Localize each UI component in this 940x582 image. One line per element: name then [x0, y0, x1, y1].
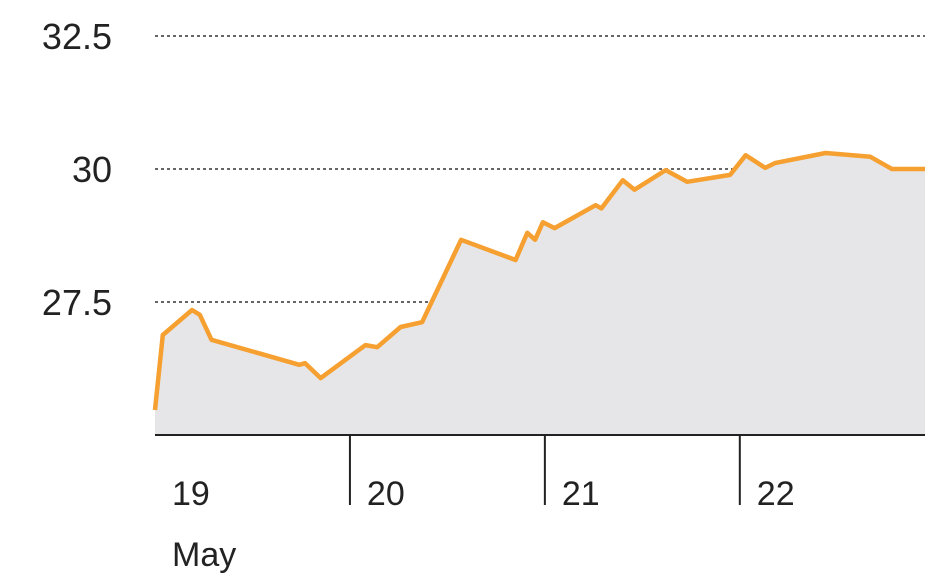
y-tick-label: 32.5	[42, 16, 112, 57]
x-tick-label: 22	[757, 475, 795, 513]
y-tick-label: 30	[72, 149, 112, 190]
x-tick-label: 20	[367, 475, 405, 513]
line	[152, 150, 925, 411]
x-tick-label: 19	[172, 475, 210, 513]
x-label: May	[172, 536, 236, 574]
x-tick-label: 21	[562, 475, 600, 513]
area	[155, 153, 925, 435]
y-tick-label: 27.5	[42, 282, 112, 323]
